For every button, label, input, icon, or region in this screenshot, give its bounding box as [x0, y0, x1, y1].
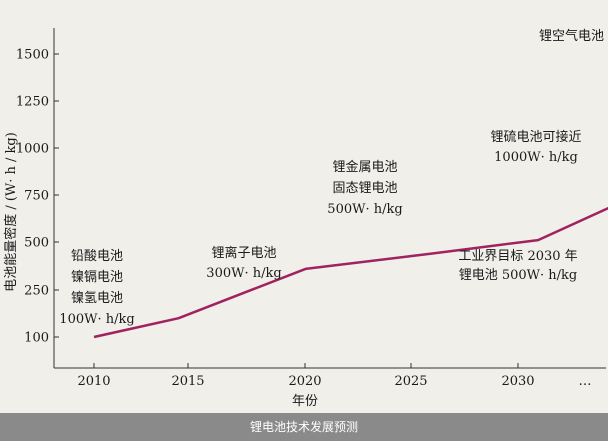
annotation-line: 锂电池 500W· h/kg	[459, 268, 578, 283]
x-tick-label: 2010	[77, 374, 110, 389]
y-tick-label: 1000	[16, 142, 49, 157]
annotation-line: 300W· h/kg	[206, 266, 281, 281]
y-axis-title: 电池能量密度 / (W· h / kg)	[3, 132, 19, 292]
x-tick-label: 2015	[171, 374, 204, 389]
y-tick-label: 750	[24, 189, 49, 204]
y-tick-label: 1250	[16, 95, 49, 110]
annotation-label: 铅酸电池镍镉电池镍氢电池 100W· h/kg	[59, 249, 134, 327]
annotation-line: 锂空气电池	[539, 28, 604, 44]
x-tick-label: 2025	[394, 374, 427, 389]
annotation-label: 工业界目标 2030 年锂电池 500W· h/kg	[458, 249, 577, 283]
annotation-line: 1000W· h/kg	[494, 150, 578, 165]
annotation-line: 镍氢电池	[71, 291, 123, 306]
annotation-line: 锂离子电池	[211, 245, 276, 261]
y-tick-label: 100	[24, 331, 49, 346]
annotation-line: 铅酸电池	[71, 249, 123, 264]
figure-caption: 锂电池技术发展预测	[0, 413, 608, 441]
annotation-line: 工业界目标 2030 年	[458, 249, 577, 264]
y-tick-label: 1500	[16, 48, 49, 63]
chart: 100 250 500 750 1000 1250 1500 2010 2015 2020 202…	[3, 28, 608, 409]
annotation-label: 锂金属电池固态锂电池 500W· h/kg	[327, 159, 402, 217]
x-axis-title: 年份	[292, 394, 318, 409]
x-tick-label: …	[579, 374, 592, 389]
annotation-line: 镍镉电池	[71, 269, 123, 285]
annotation-line: 固态锂电池	[332, 181, 397, 196]
annotation-line: 锂金属电池	[332, 159, 397, 175]
series-line	[93, 206, 608, 339]
x-tick-label: 2020	[288, 374, 321, 389]
x-tick-label: 2030	[501, 374, 534, 389]
annotation-label: 锂空气电池	[539, 28, 604, 44]
annotation-label: 锂硫电池可接近 1000W· h/kg	[490, 129, 581, 165]
annotation-label: 锂离子电池 300W· h/kg	[206, 245, 281, 281]
annotation-line: 500W· h/kg	[327, 202, 402, 217]
y-tick-label: 500	[24, 236, 49, 251]
annotation-line: 锂硫电池可接近	[490, 129, 581, 145]
annotation-line: 100W· h/kg	[59, 312, 134, 327]
y-tick-label: 250	[24, 284, 49, 299]
